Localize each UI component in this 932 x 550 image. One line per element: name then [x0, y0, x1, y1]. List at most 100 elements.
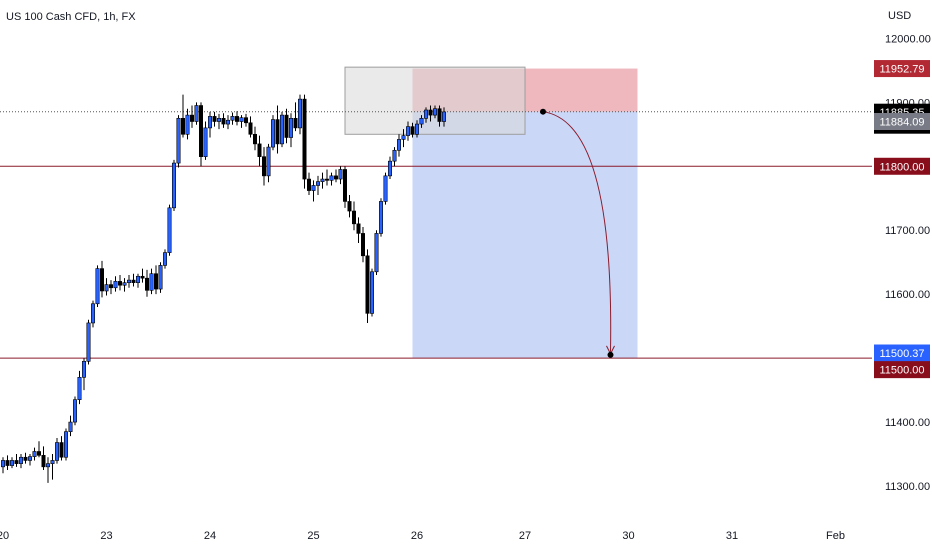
x-tick-label-6: 30 [622, 530, 634, 542]
candle-body-66 [297, 98, 302, 129]
candle-body-13 [59, 442, 64, 458]
candle-body-4 [18, 456, 23, 464]
candle-body-22 [100, 268, 105, 292]
x-tick-label-7: 31 [726, 530, 738, 542]
price-tag-label-5: 11500.00 [879, 365, 924, 377]
price-tag-label-3: 11800.00 [879, 161, 924, 173]
candle-body-50 [226, 119, 231, 125]
price-tags-layer: 11952.7911885.3511:1711884.0911800.00115… [874, 60, 930, 379]
candle-body-18 [82, 361, 87, 378]
candle-body-92 [414, 123, 419, 135]
candle-body-62 [279, 114, 284, 145]
candle-body-29 [131, 279, 136, 283]
candle-body-23 [104, 284, 109, 292]
price-tag-label-0: 11952.79 [879, 64, 924, 76]
candle-body-34 [154, 273, 159, 290]
candle-body-14 [64, 431, 69, 458]
chart-title: US 100 Cash CFD, 1h, FX [6, 11, 136, 23]
candle-body-58 [261, 156, 266, 177]
candle-body-24 [109, 284, 114, 289]
candle-body-64 [288, 118, 293, 138]
candle-body-82 [369, 271, 374, 314]
candle-body-56 [253, 133, 258, 145]
take-profit-zone [412, 111, 638, 358]
x-tick-label-8: Feb [826, 530, 845, 542]
candle-body-19 [86, 322, 91, 362]
candle-body-33 [149, 273, 154, 291]
candle-body-69 [311, 185, 316, 191]
candle-body-54 [244, 117, 249, 124]
range-box [344, 66, 526, 135]
candle-body-84 [378, 201, 383, 234]
candle-body-6 [27, 456, 32, 461]
candle-body-86 [387, 160, 392, 177]
candle-body-27 [122, 282, 127, 286]
candle-body-31 [140, 275, 145, 279]
candle-body-83 [374, 233, 379, 273]
candle-body-59 [266, 146, 271, 177]
candle-body-60 [270, 119, 275, 148]
candle-body-7 [32, 451, 37, 457]
candle-body-70 [315, 181, 320, 186]
candle-body-3 [14, 460, 19, 464]
candle-body-67 [302, 98, 307, 180]
candle-body-87 [392, 149, 397, 162]
candle-body-88 [396, 139, 401, 151]
candle-body-75 [338, 169, 343, 180]
candle-body-35 [158, 265, 163, 290]
candle-body-40 [181, 118, 186, 135]
candle-body-2 [10, 460, 15, 466]
candle-body-15 [68, 421, 73, 432]
candle-body-20 [91, 303, 96, 324]
candle-body-36 [163, 252, 168, 266]
candle-body-90 [405, 126, 410, 136]
zones-layer [344, 66, 638, 358]
candle-body-12 [54, 442, 59, 461]
candle-body-93 [419, 118, 424, 125]
y-tick-label-0: 12000.00 [885, 33, 931, 45]
candle-body-0 [0, 460, 6, 468]
projection-end-dot [607, 351, 614, 358]
candle-body-73 [329, 175, 334, 181]
candle-body-41 [185, 114, 190, 135]
candle-body-49 [221, 118, 226, 125]
candle-body-28 [127, 279, 132, 283]
candle-body-97 [437, 108, 442, 122]
candle-body-30 [136, 275, 141, 283]
x-tick-label-0: 20 [0, 530, 9, 542]
price-tag-5 [874, 361, 930, 379]
projection-start-dot [540, 108, 546, 115]
candle-body-96 [432, 108, 437, 116]
y-tick-label-3: 11600.00 [885, 289, 930, 301]
x-axis: 20 23 24 25 26 27 30 31 Feb [0, 530, 845, 542]
candle-body-38 [172, 162, 177, 209]
currency-label: USD [888, 10, 911, 22]
candle-body-46 [208, 116, 213, 129]
candle-body-48 [217, 118, 222, 122]
candle-body-21 [95, 268, 100, 305]
candle-body-81 [365, 255, 370, 314]
candle-body-95 [428, 109, 433, 116]
candle-body-74 [333, 175, 338, 180]
candle-body-94 [423, 109, 428, 119]
candle-body-51 [230, 116, 235, 121]
price-tag-label-2: 11884.09 [879, 117, 924, 129]
candle-body-80 [360, 233, 365, 257]
candles-layer [0, 94, 446, 483]
candle-body-5 [23, 456, 28, 461]
candle-body-71 [320, 178, 325, 182]
candle-body-11 [50, 460, 55, 464]
projection-layer [540, 108, 615, 358]
x-tick-label-2: 24 [204, 530, 216, 542]
y-axis: 12000.0011900.0011700.0011600.0011400.00… [885, 33, 931, 493]
price-tag-4 [874, 344, 930, 362]
candle-body-17 [77, 377, 82, 400]
levels-layer [0, 111, 872, 359]
candle-body-42 [190, 114, 195, 122]
price-tag-2 [874, 113, 930, 131]
candle-body-85 [383, 175, 388, 202]
price-tag-label-4: 11500.37 [879, 348, 924, 360]
price-tag-3 [874, 157, 930, 175]
x-tick-label-5: 27 [519, 530, 531, 542]
